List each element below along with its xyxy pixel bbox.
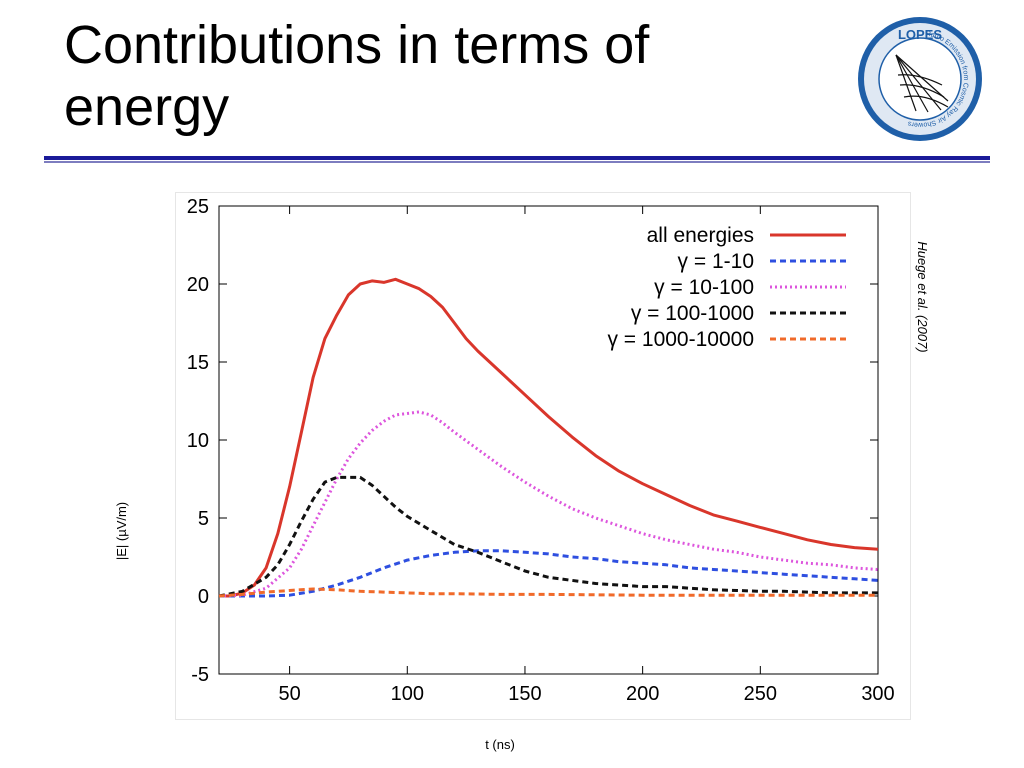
plot-frame <box>218 205 879 675</box>
legend-label: γ = 10-100 <box>654 276 754 299</box>
y-tick-label: 15 <box>187 352 209 374</box>
y-axis-label: |E| (µV/m) <box>114 501 129 561</box>
chart-panel: -5 0 5 10 15 20 25 50 100 150 200 250 300 all energ… <box>175 192 911 720</box>
x-tick-label: 250 <box>744 683 777 705</box>
legend-label: all energies <box>647 224 754 247</box>
y-tick-label: 20 <box>187 274 209 296</box>
series-lines <box>218 277 879 598</box>
y-tick-label: 5 <box>198 508 209 530</box>
legend-label: γ = 100-1000 <box>631 302 754 325</box>
x-axis-label: t (ns) <box>485 737 515 752</box>
legend-label: γ = 1000-10000 <box>607 328 754 351</box>
series-line-0 <box>219 277 879 598</box>
line-chart: -5 0 5 10 15 20 25 50 100 150 200 250 300 all energ… <box>187 196 895 705</box>
series-line-1 <box>219 549 879 598</box>
radio-antenna-icon <box>895 54 949 113</box>
logo-top-text: LOPES <box>898 27 942 42</box>
plot-border <box>218 205 879 675</box>
x-tick-label: 50 <box>278 683 300 705</box>
y-axis-ticks: -5 0 5 10 15 20 25 <box>187 196 878 686</box>
y-tick-label: 10 <box>187 430 209 452</box>
logo-inner-disc <box>878 37 962 121</box>
citation-label: Huege et al. (2007) <box>915 241 930 353</box>
x-tick-label: 100 <box>391 683 424 705</box>
title-underline <box>44 156 990 160</box>
lopes-logo: LOPES Radio Emission from Cosmic Ray Air… <box>858 17 982 141</box>
legend-label: γ = 1-10 <box>678 250 754 273</box>
y-tick-label: 25 <box>187 196 209 218</box>
y-tick-label: -5 <box>191 664 209 686</box>
series-line-2 <box>218 410 879 598</box>
x-tick-label: 150 <box>508 683 541 705</box>
y-tick-label: 0 <box>198 586 209 608</box>
slide-title: Contributions in terms of energy <box>64 15 650 137</box>
series-line-4 <box>218 587 878 598</box>
x-tick-label: 300 <box>861 683 894 705</box>
title-underline-shadow <box>44 161 990 163</box>
x-tick-label: 200 <box>626 683 659 705</box>
x-axis-ticks: 50 100 150 200 250 300 <box>278 206 895 705</box>
chart-legend: all energies γ = 1-10 γ = 10-100 γ = 100-10… <box>607 224 846 351</box>
series-line-3 <box>218 475 878 598</box>
